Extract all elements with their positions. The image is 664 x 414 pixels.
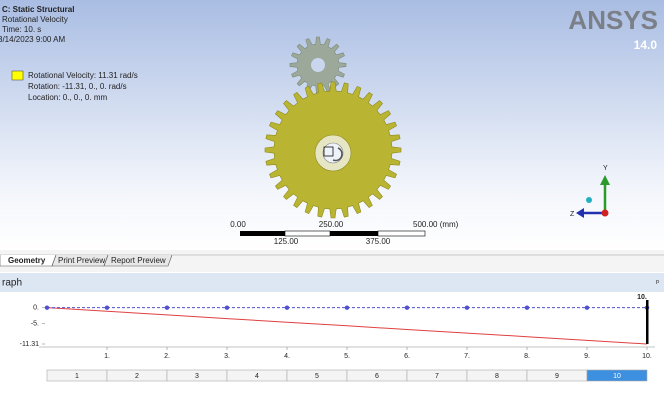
series-marker [345,305,349,309]
scale-label: 0.00 [230,220,246,229]
scale-label: 375.00 [366,237,391,246]
y-tick-label: -5. [31,321,39,328]
y-tick-label: 0. [33,304,39,311]
x-tick-label: 9. [584,353,590,360]
timeline-label[interactable]: 1 [75,373,79,380]
gear-hole [311,58,325,72]
ansys-window: C: Static Structural Rotational Velocity… [0,0,664,414]
axis-label: Z [570,211,575,218]
version: 14.0 [634,38,658,52]
timeline-label[interactable]: 5 [315,373,319,380]
x-tick-label: 4. [284,353,290,360]
panel-title: raph [2,278,22,289]
pin[interactable]: ᵖ [656,278,659,287]
timeline-label[interactable]: 10 [613,373,621,380]
series-marker [585,305,589,309]
time-marker-label: 10. [637,294,647,301]
date: 3/14/2023 9:00 AM [0,35,66,44]
series-marker [525,305,529,309]
scale-segment [240,231,285,236]
result-name: Rotational Velocity [2,15,68,24]
scale-label: 250.00 [319,220,344,229]
scale-segment [330,231,378,236]
x-tick-label: 10. [642,353,652,360]
x-tick-label: 7. [464,353,470,360]
scale-label: 500.00 (mm) [413,220,459,229]
x-tick-label: 8. [524,353,530,360]
x-tick-label: 1. [104,353,110,360]
y-tick-label: -11.31 [20,341,39,348]
tab[interactable]: Report Preview [111,256,166,265]
scale-segment [378,231,425,236]
x-tick-label: 2. [164,353,170,360]
legend-entry: Rotation: -11.31, 0., 0. rad/s [28,82,127,91]
series-marker [405,305,409,309]
series-marker [45,305,49,309]
x-tick-label: 3. [224,353,230,360]
timeline-label[interactable]: 7 [435,373,439,380]
logo: ANSYS [568,5,658,35]
series-marker [285,305,289,309]
time: Time: 10. s [2,25,41,34]
tab[interactable]: Geometry [8,256,46,265]
x-tick-label: 6. [404,353,410,360]
legend-swatch [12,71,23,80]
series-marker [465,305,469,309]
timeline-label[interactable]: 6 [375,373,379,380]
scale-label: 125.00 [274,237,299,246]
time-marker [646,300,649,344]
legend-entry: Rotational Velocity: 11.31 rad/s [28,71,138,80]
series-line [47,308,647,344]
x-tick-label: 5. [344,353,350,360]
timeline-label[interactable]: 2 [135,373,139,380]
series-marker [165,305,169,309]
series-marker [105,305,109,309]
graph: 0. -5. -11.31 1. 2. 3. 4. 5. 6. 7. 8. 9. 10. 10. 1 2 3 4 5… [20,294,655,381]
tab[interactable]: Print Preview [58,256,105,265]
series-marker [225,305,229,309]
analysis-title: C: Static Structural [2,5,74,14]
scale-segment [285,231,330,236]
panel-header [0,273,664,292]
timeline-label[interactable]: 8 [495,373,499,380]
timeline-label[interactable]: 4 [255,373,259,380]
legend-entry: Location: 0., 0., 0. mm [28,93,107,102]
timeline-label[interactable]: 3 [195,373,199,380]
tabs: Geometry Print Preview Report Preview [0,255,172,266]
axis-label: Y [603,165,608,172]
timeline-label[interactable]: 9 [555,373,559,380]
